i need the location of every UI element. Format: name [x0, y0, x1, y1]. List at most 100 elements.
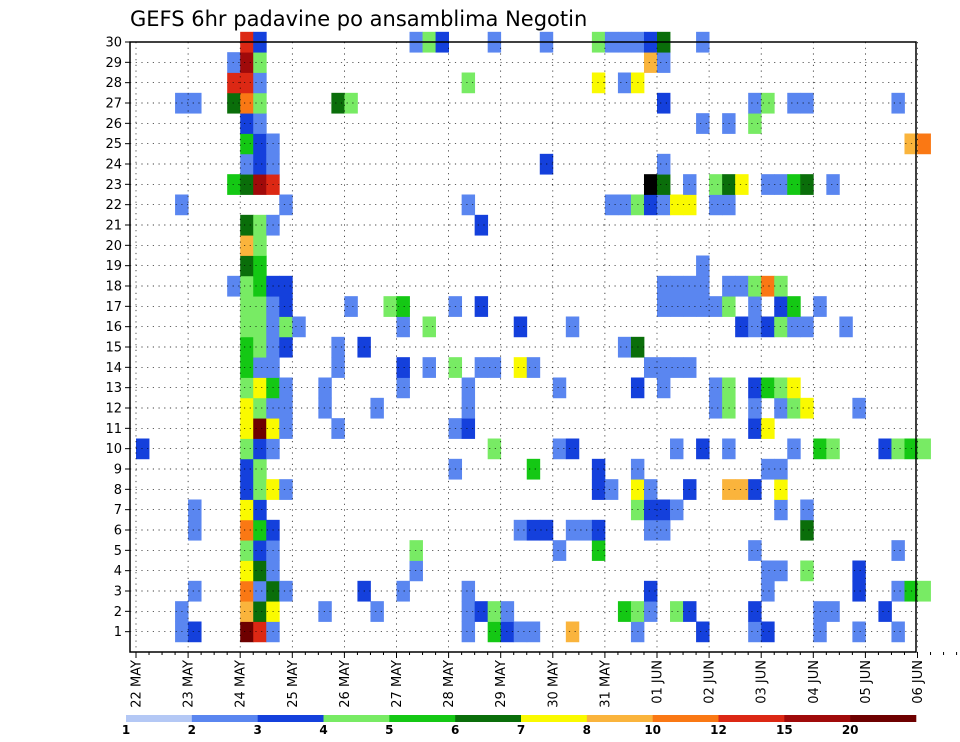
y-tick-label: 28 [105, 76, 122, 91]
heatmap-cell [253, 519, 267, 541]
x-tick-label: 28 MAY [442, 660, 457, 708]
heatmap-cell [748, 621, 762, 643]
heatmap-cell [891, 92, 905, 114]
x-tick-label: 31 MAY [598, 660, 613, 708]
heatmap-cell [878, 438, 892, 460]
heatmap-cell [344, 296, 358, 317]
heatmap-cell [253, 418, 267, 439]
heatmap-cell [396, 296, 410, 317]
heatmap-cell [253, 52, 267, 73]
heatmap-cells [136, 31, 931, 643]
heatmap-cell [253, 133, 267, 155]
heatmap-cell [670, 194, 684, 216]
legend-swatch [652, 715, 719, 722]
heatmap-cell [240, 621, 254, 643]
heatmap-cell [787, 377, 801, 399]
legend-label: 15 [776, 723, 793, 737]
heatmap-cell [761, 275, 775, 297]
legend-label: 20 [842, 723, 859, 737]
heatmap-cell [279, 479, 293, 500]
heatmap-cell [253, 580, 267, 602]
heatmap-cell [318, 397, 332, 419]
heatmap-cell [253, 540, 267, 561]
heatmap-cell [526, 357, 541, 378]
heatmap-cell [253, 438, 267, 460]
heatmap-cell [643, 174, 658, 195]
heatmap-cell [513, 357, 528, 378]
heatmap-cell [253, 255, 267, 277]
heatmap-cell [617, 336, 632, 358]
heatmap-cell [787, 174, 801, 195]
heatmap-cell [787, 316, 801, 338]
heatmap-cell [240, 540, 254, 561]
heatmap-cell [461, 377, 476, 399]
heatmap-cell [565, 316, 580, 338]
heatmap-cell [787, 92, 801, 114]
heatmap-cell [787, 296, 801, 317]
heatmap-cell [643, 357, 658, 378]
legend-swatch [850, 715, 917, 722]
heatmap-cell [253, 336, 267, 358]
heatmap-cell [422, 357, 436, 378]
legend-label: 5 [385, 723, 393, 737]
heatmap-cell [279, 275, 293, 297]
y-tick-label: 13 [105, 381, 122, 396]
y-tick-label: 17 [105, 300, 122, 315]
heatmap-cell [670, 601, 684, 622]
legend-swatch [126, 715, 193, 722]
heatmap-cell [709, 174, 723, 195]
heatmap-cell [253, 397, 267, 419]
y-tick-label: 2 [114, 605, 122, 620]
heatmap-cell [670, 296, 684, 317]
heatmap-cell [253, 316, 267, 338]
heatmap-cell [227, 174, 241, 195]
heatmap-cell [240, 133, 254, 155]
heatmap-cell [761, 580, 775, 602]
heatmap-cell [279, 397, 293, 419]
heatmap-cell [474, 296, 489, 317]
y-tick-label: 10 [105, 442, 122, 457]
heatmap-cell [852, 580, 866, 602]
heatmap-cell [643, 580, 658, 602]
heatmap-cell [696, 438, 710, 460]
heatmap-cell [696, 621, 710, 643]
heatmap-cell [800, 499, 814, 521]
grid-lines [130, 41, 918, 652]
heatmap-cell [253, 275, 267, 297]
heatmap-cell [253, 621, 267, 643]
heatmap-cell [565, 621, 580, 643]
heatmap-cell [657, 52, 671, 73]
heatmap-cell [657, 519, 671, 541]
heatmap-cell [826, 601, 840, 622]
heatmap-cell [526, 519, 541, 541]
heatmap-cell [253, 174, 267, 195]
y-tick-label: 24 [105, 158, 122, 173]
heatmap-cell [800, 560, 814, 582]
heatmap-cell [240, 113, 254, 134]
heatmap-cell [240, 296, 254, 317]
heatmap-cell [279, 418, 293, 439]
heatmap-cell [240, 560, 254, 582]
heatmap-cell [800, 316, 814, 338]
heatmap-cell [227, 275, 241, 297]
heatmap-cell [748, 601, 762, 622]
heatmap-cell [461, 418, 476, 439]
heatmap-cell [370, 397, 384, 419]
heatmap-cell [748, 397, 762, 419]
heatmap-cell [657, 153, 671, 175]
legend-swatch [389, 715, 456, 722]
heatmap-cell [670, 499, 684, 521]
heatmap-cell [891, 580, 905, 602]
heatmap-cell [500, 621, 515, 643]
heatmap-cell [240, 418, 254, 439]
heatmap-cell [748, 377, 762, 399]
y-tick-label: 1 [114, 625, 122, 640]
heatmap-cell [279, 194, 293, 216]
heatmap-cell [800, 92, 814, 114]
heatmap-cell [253, 296, 267, 317]
heatmap-cell [253, 72, 267, 94]
y-tick-label: 11 [105, 422, 122, 437]
heatmap-cell [917, 580, 931, 602]
x-tick-label: 25 MAY [286, 660, 301, 708]
y-tick-label: 22 [105, 198, 122, 213]
